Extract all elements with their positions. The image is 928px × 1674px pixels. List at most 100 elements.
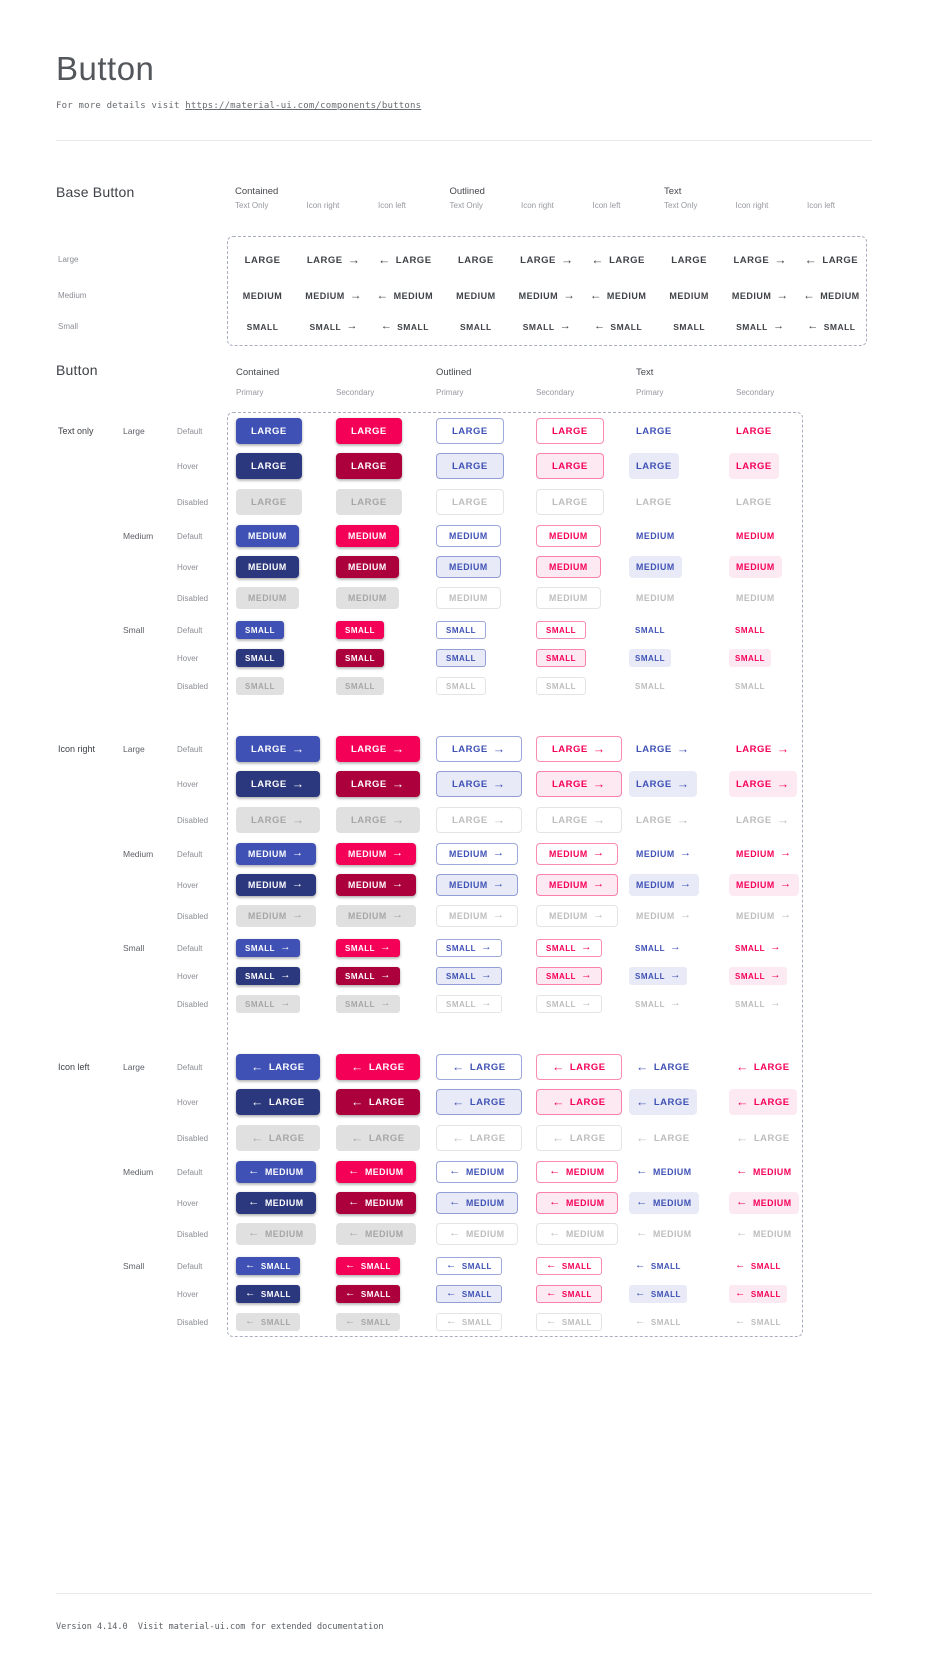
outlined-secondary-disabled-medium-icon-left-button[interactable]: ← MEDIUM [536, 1223, 618, 1245]
contained-primary-disabled-medium-icon-left-button[interactable]: ← MEDIUM [236, 1223, 316, 1245]
base-button-icon-left-large[interactable]: ← LARGE [591, 253, 645, 266]
text-secondary-default-medium-text-only-button[interactable]: MEDIUM [729, 525, 782, 547]
text-primary-default-medium-icon-left-button[interactable]: ← MEDIUM [629, 1161, 699, 1183]
text-secondary-hover-large-icon-right-button[interactable]: LARGE → [729, 771, 797, 797]
outlined-secondary-disabled-medium-text-only-button[interactable]: MEDIUM [536, 587, 601, 609]
outlined-primary-hover-medium-icon-left-button[interactable]: ← MEDIUM [436, 1192, 518, 1214]
text-primary-default-large-icon-right-button[interactable]: LARGE → [629, 736, 697, 762]
outlined-secondary-hover-large-icon-left-button[interactable]: ← LARGE [536, 1089, 622, 1115]
outlined-secondary-hover-large-icon-right-button[interactable]: LARGE → [536, 771, 622, 797]
outlined-secondary-hover-small-icon-right-button[interactable]: SMALL → [536, 967, 602, 985]
text-primary-disabled-large-icon-left-button[interactable]: ← LARGE [629, 1125, 697, 1151]
outlined-secondary-default-small-text-only-button[interactable]: SMALL [536, 621, 587, 639]
outlined-secondary-hover-large-text-only-button[interactable]: LARGE [536, 453, 604, 479]
outlined-primary-disabled-large-text-only-button[interactable]: LARGE [436, 489, 504, 515]
text-secondary-disabled-medium-icon-right-button[interactable]: MEDIUM → [729, 905, 799, 927]
text-secondary-default-large-text-only-button[interactable]: LARGE [729, 418, 779, 444]
text-primary-default-small-icon-left-button[interactable]: ← SMALL [629, 1257, 687, 1275]
contained-primary-default-large-icon-left-button[interactable]: ← LARGE [236, 1054, 320, 1080]
base-button-text-only-large[interactable]: LARGE [458, 255, 494, 266]
text-primary-disabled-large-text-only-button[interactable]: LARGE [629, 489, 679, 515]
outlined-primary-hover-small-text-only-button[interactable]: SMALL [436, 649, 487, 667]
contained-secondary-default-small-text-only-button[interactable]: SMALL [336, 621, 385, 639]
outlined-secondary-disabled-large-icon-right-button[interactable]: LARGE → [536, 807, 622, 833]
base-button-icon-left-medium[interactable]: ← MEDIUM [803, 290, 860, 302]
contained-secondary-hover-small-icon-right-button[interactable]: SMALL → [336, 967, 400, 985]
contained-secondary-default-large-icon-right-button[interactable]: LARGE → [336, 736, 420, 762]
contained-primary-hover-medium-icon-left-button[interactable]: ← MEDIUM [236, 1192, 316, 1214]
text-primary-disabled-medium-icon-right-button[interactable]: MEDIUM → [629, 905, 699, 927]
contained-secondary-hover-medium-icon-left-button[interactable]: ← MEDIUM [336, 1192, 416, 1214]
base-button-icon-left-small[interactable]: ← SMALL [807, 321, 855, 332]
contained-secondary-disabled-large-text-only-button[interactable]: LARGE [336, 489, 402, 515]
text-secondary-disabled-medium-text-only-button[interactable]: MEDIUM [729, 587, 782, 609]
text-secondary-hover-medium-icon-left-button[interactable]: ← MEDIUM [729, 1192, 799, 1214]
contained-primary-hover-small-icon-left-button[interactable]: ← SMALL [236, 1285, 300, 1303]
contained-primary-disabled-small-icon-left-button[interactable]: ← SMALL [236, 1313, 300, 1331]
outlined-primary-disabled-small-icon-right-button[interactable]: SMALL → [436, 995, 502, 1013]
base-button-icon-right-large[interactable]: LARGE → [307, 253, 361, 266]
contained-primary-default-small-icon-right-button[interactable]: SMALL → [236, 939, 300, 957]
outlined-primary-default-small-text-only-button[interactable]: SMALL [436, 621, 487, 639]
text-secondary-disabled-large-icon-right-button[interactable]: LARGE → [729, 807, 797, 833]
base-button-icon-right-medium[interactable]: MEDIUM → [305, 290, 362, 302]
base-button-icon-left-small[interactable]: ← SMALL [381, 321, 429, 332]
text-secondary-disabled-small-icon-right-button[interactable]: SMALL → [729, 995, 787, 1013]
outlined-secondary-default-small-icon-left-button[interactable]: ← SMALL [536, 1257, 602, 1275]
base-button-text-only-medium[interactable]: MEDIUM [669, 291, 709, 301]
docs-link[interactable]: https://material-ui.com/components/butto… [185, 101, 422, 111]
outlined-secondary-disabled-large-icon-left-button[interactable]: ← LARGE [536, 1125, 622, 1151]
text-secondary-default-large-icon-left-button[interactable]: ← LARGE [729, 1054, 797, 1080]
outlined-secondary-default-large-icon-left-button[interactable]: ← LARGE [536, 1054, 622, 1080]
contained-secondary-hover-large-text-only-button[interactable]: LARGE [336, 453, 402, 479]
contained-secondary-hover-large-icon-left-button[interactable]: ← LARGE [336, 1089, 420, 1115]
outlined-primary-hover-large-icon-right-button[interactable]: LARGE → [436, 771, 522, 797]
contained-secondary-default-medium-icon-right-button[interactable]: MEDIUM → [336, 843, 416, 865]
outlined-primary-default-small-icon-left-button[interactable]: ← SMALL [436, 1257, 502, 1275]
contained-secondary-disabled-large-icon-right-button[interactable]: LARGE → [336, 807, 420, 833]
contained-primary-hover-small-icon-right-button[interactable]: SMALL → [236, 967, 300, 985]
base-button-icon-right-small[interactable]: SMALL → [523, 321, 571, 332]
outlined-primary-disabled-medium-icon-left-button[interactable]: ← MEDIUM [436, 1223, 518, 1245]
outlined-primary-disabled-medium-icon-right-button[interactable]: MEDIUM → [436, 905, 518, 927]
contained-primary-hover-large-icon-left-button[interactable]: ← LARGE [236, 1089, 320, 1115]
contained-primary-default-large-text-only-button[interactable]: LARGE [236, 418, 302, 444]
base-button-text-only-small[interactable]: SMALL [460, 322, 492, 332]
outlined-primary-default-small-icon-right-button[interactable]: SMALL → [436, 939, 502, 957]
contained-secondary-disabled-medium-icon-right-button[interactable]: MEDIUM → [336, 905, 416, 927]
base-button-icon-right-large[interactable]: LARGE → [733, 253, 787, 266]
outlined-secondary-default-large-icon-right-button[interactable]: LARGE → [536, 736, 622, 762]
outlined-secondary-hover-medium-text-only-button[interactable]: MEDIUM [536, 556, 601, 578]
base-button-text-only-large[interactable]: LARGE [245, 255, 281, 266]
base-button-icon-right-large[interactable]: LARGE → [520, 253, 574, 266]
contained-primary-hover-small-text-only-button[interactable]: SMALL [236, 649, 285, 667]
contained-secondary-default-medium-icon-left-button[interactable]: ← MEDIUM [336, 1161, 416, 1183]
contained-primary-default-small-text-only-button[interactable]: SMALL [236, 621, 285, 639]
text-primary-disabled-medium-text-only-button[interactable]: MEDIUM [629, 587, 682, 609]
text-primary-default-large-text-only-button[interactable]: LARGE [629, 418, 679, 444]
text-secondary-disabled-small-icon-left-button[interactable]: ← SMALL [729, 1313, 787, 1331]
text-secondary-hover-large-text-only-button[interactable]: LARGE [729, 453, 779, 479]
contained-primary-hover-large-text-only-button[interactable]: LARGE [236, 453, 302, 479]
contained-secondary-disabled-small-text-only-button[interactable]: SMALL [336, 677, 385, 695]
outlined-primary-hover-medium-text-only-button[interactable]: MEDIUM [436, 556, 501, 578]
text-secondary-disabled-small-text-only-button[interactable]: SMALL [729, 677, 771, 695]
text-primary-hover-medium-icon-left-button[interactable]: ← MEDIUM [629, 1192, 699, 1214]
text-secondary-disabled-medium-icon-left-button[interactable]: ← MEDIUM [729, 1223, 799, 1245]
outlined-secondary-disabled-large-text-only-button[interactable]: LARGE [536, 489, 604, 515]
text-primary-default-large-icon-left-button[interactable]: ← LARGE [629, 1054, 697, 1080]
outlined-secondary-hover-medium-icon-right-button[interactable]: MEDIUM → [536, 874, 618, 896]
text-secondary-disabled-large-icon-left-button[interactable]: ← LARGE [729, 1125, 797, 1151]
contained-primary-hover-medium-text-only-button[interactable]: MEDIUM [236, 556, 299, 578]
text-primary-hover-medium-text-only-button[interactable]: MEDIUM [629, 556, 682, 578]
outlined-secondary-default-small-icon-right-button[interactable]: SMALL → [536, 939, 602, 957]
contained-secondary-default-medium-text-only-button[interactable]: MEDIUM [336, 525, 399, 547]
contained-secondary-default-small-icon-right-button[interactable]: SMALL → [336, 939, 400, 957]
text-primary-hover-large-icon-right-button[interactable]: LARGE → [629, 771, 697, 797]
text-secondary-hover-large-icon-left-button[interactable]: ← LARGE [729, 1089, 797, 1115]
base-button-text-only-small[interactable]: SMALL [247, 322, 279, 332]
base-button-icon-right-small[interactable]: SMALL → [309, 321, 357, 332]
outlined-primary-default-large-text-only-button[interactable]: LARGE [436, 418, 504, 444]
base-button-text-only-medium[interactable]: MEDIUM [456, 291, 496, 301]
outlined-secondary-disabled-small-icon-left-button[interactable]: ← SMALL [536, 1313, 602, 1331]
